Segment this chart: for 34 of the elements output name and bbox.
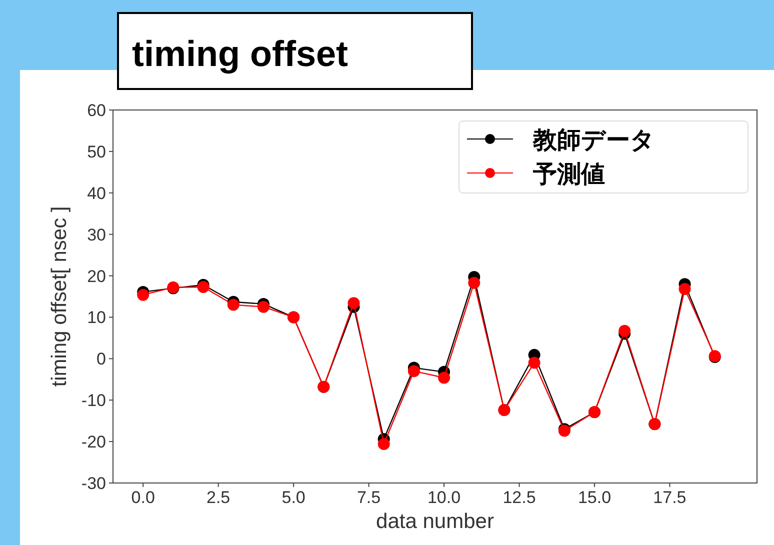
x-tick-label: 12.5 bbox=[502, 488, 536, 507]
legend-label: 予測値 bbox=[532, 161, 605, 188]
x-tick-label: 17.5 bbox=[653, 488, 686, 507]
legend-label: 教師データ bbox=[532, 127, 655, 154]
x-tick-label: 7.5 bbox=[356, 488, 381, 507]
point bbox=[227, 298, 240, 311]
y-tick-label: -10 bbox=[81, 391, 106, 410]
x-tick-label: 15.0 bbox=[578, 488, 612, 507]
x-tick-label: 0.0 bbox=[131, 488, 155, 507]
x-tick-label: 10.0 bbox=[427, 488, 461, 507]
point bbox=[618, 324, 631, 337]
chart-title: timing offset bbox=[132, 33, 348, 74]
point bbox=[408, 365, 420, 378]
y-tick-label: 40 bbox=[87, 184, 106, 203]
y-tick-label: 20 bbox=[87, 266, 106, 286]
y-tick-label: 50 bbox=[87, 142, 106, 162]
point bbox=[678, 283, 691, 296]
y-tick-label: 0 bbox=[96, 350, 106, 369]
y-tick-label: 60 bbox=[87, 101, 106, 120]
y-axis-title: timing offset[ nsec ] bbox=[48, 206, 71, 387]
point bbox=[378, 438, 390, 450]
y-tick-label: -20 bbox=[81, 432, 106, 452]
point bbox=[257, 300, 270, 313]
x-axis-title: data number bbox=[376, 510, 494, 533]
point bbox=[528, 356, 540, 369]
point bbox=[468, 276, 480, 289]
point bbox=[438, 372, 450, 384]
y-tick-label: 10 bbox=[87, 308, 106, 328]
y-tick-label: -30 bbox=[81, 474, 106, 493]
y-tick-label: 30 bbox=[87, 225, 106, 244]
x-tick-label: 2.5 bbox=[206, 488, 230, 507]
point bbox=[348, 297, 360, 310]
point bbox=[137, 288, 150, 301]
x-tick-label: 5.0 bbox=[282, 488, 306, 507]
